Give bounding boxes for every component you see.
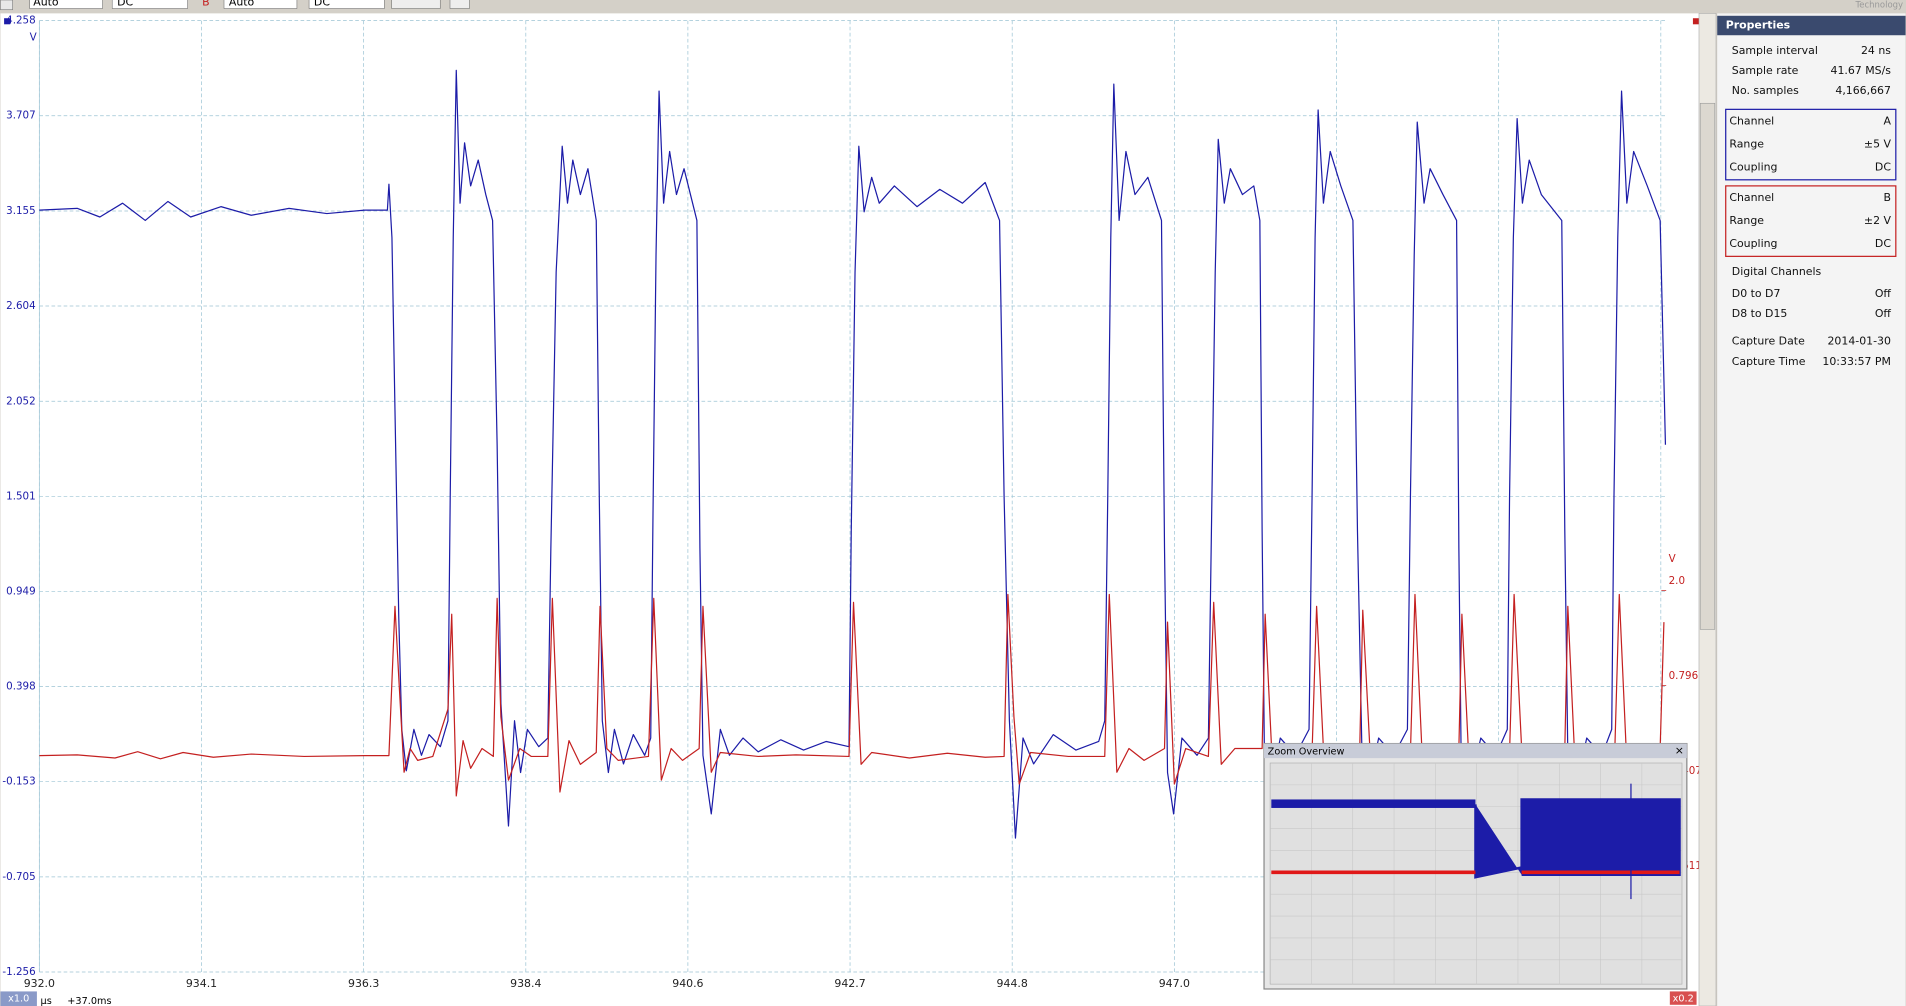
- channel-b-marker: [1692, 18, 1699, 25]
- property-value: A: [1883, 114, 1891, 127]
- property-value: ±2 V: [1864, 214, 1892, 227]
- property-value: 24 ns: [1861, 44, 1891, 57]
- x-tick-label: 938.4: [510, 977, 541, 990]
- property-label: Capture Date: [1732, 334, 1805, 347]
- x-offset: +37.0ms: [67, 996, 111, 1006]
- y-tick-label: 3.155: [6, 205, 36, 217]
- a-coupling: DC: [117, 0, 133, 8]
- y-axis-label: V: [30, 32, 37, 44]
- x-tick-label: 947.0: [1159, 977, 1190, 990]
- y-tick-label: 4.258: [6, 15, 36, 27]
- properties-list: Sample interval 24 ns Sample rate 41.67 MS/…: [1729, 44, 1891, 368]
- a-coupling-dropdown[interactable]: [111, 0, 188, 9]
- property-label: Range: [1729, 214, 1764, 227]
- x-scale: x1.0: [8, 994, 29, 1005]
- property-label: No. samples: [1732, 84, 1799, 97]
- y-tick-label: 2.052: [6, 395, 36, 407]
- x-tick-label: 940.6: [672, 977, 703, 990]
- x-unit: µs: [41, 996, 52, 1006]
- y-tick-label: -0.705: [2, 871, 35, 883]
- property-value: 4,166,667: [1835, 84, 1891, 97]
- property-value: DC: [1875, 237, 1891, 250]
- toolbar: [0, 0, 1906, 14]
- y2-tick-label: 2.0: [1669, 575, 1685, 587]
- property-label: Coupling: [1729, 161, 1777, 174]
- overview-trace-a-2: [1474, 798, 1681, 879]
- property-label: Channel: [1729, 191, 1774, 204]
- x-tick-label: 936.3: [348, 977, 379, 990]
- trigger-dropdown[interactable]: [391, 0, 441, 9]
- property-value: ±5 V: [1864, 138, 1892, 151]
- property-value: 2014-01-30: [1827, 334, 1891, 347]
- zoom: x0.2: [1673, 994, 1694, 1005]
- property-label: D8 to D15: [1732, 307, 1788, 320]
- a-range: Auto: [33, 0, 59, 8]
- zoom-overview: Zoom Overview ×: [1263, 742, 1688, 990]
- properties-header: [1717, 15, 1906, 36]
- channel-b-box: [1725, 185, 1897, 257]
- x-tick-label: 942.7: [834, 977, 865, 990]
- properties-panel: [1717, 13, 1906, 1006]
- x-tick-label: 932.0: [24, 977, 55, 990]
- scroll-thumb[interactable]: [1699, 102, 1716, 630]
- y-tick-label: 1.501: [6, 490, 36, 502]
- property-label: D0 to D7: [1732, 287, 1781, 300]
- property-value: B: [1883, 191, 1891, 204]
- property-value: Off: [1875, 287, 1892, 300]
- property-label: Channel: [1729, 114, 1774, 127]
- y-tick-label: 0.398: [6, 681, 36, 693]
- overview-close[interactable]: ×: [1675, 744, 1684, 757]
- x-tick-label: 934.1: [186, 977, 217, 990]
- digital-title: Digital Channels: [1732, 265, 1822, 278]
- a-range-dropdown[interactable]: [29, 0, 103, 9]
- channel-a-marker: [4, 18, 11, 25]
- trace-A: [39, 69, 1667, 839]
- property-label: Capture Time: [1732, 355, 1806, 368]
- property-value: Off: [1875, 307, 1892, 320]
- overview-title: Zoom Overview: [1268, 746, 1345, 757]
- overview-titlebar: [1264, 743, 1687, 759]
- y2-tick-label: 0.796: [1669, 670, 1699, 682]
- x-scale-box[interactable]: [0, 991, 37, 1006]
- property-value: DC: [1875, 161, 1891, 174]
- property-label: Sample interval: [1732, 44, 1818, 57]
- properties-title: Properties: [1726, 19, 1790, 32]
- b-range-dropdown[interactable]: [223, 0, 298, 9]
- overview-trace-a: [1271, 799, 1476, 808]
- property-label: Range: [1729, 138, 1764, 151]
- property-value: 10:33:57 PM: [1822, 355, 1891, 368]
- b-range: Auto: [229, 0, 255, 8]
- b-coupling: DC: [314, 0, 330, 8]
- b-channel: B: [202, 0, 210, 8]
- brand: Technology: [1854, 0, 1903, 10]
- b-coupling-dropdown[interactable]: [308, 0, 385, 9]
- channel-a-box: [1725, 108, 1897, 181]
- y-tick-label: 3.707: [6, 110, 36, 122]
- property-value: 41.67 MS/s: [1830, 64, 1891, 77]
- y-tick-label: -1.256: [2, 966, 35, 978]
- tool-icon[interactable]: [0, 0, 13, 11]
- y2-axis-label: V: [1669, 553, 1676, 565]
- property-label: Sample rate: [1732, 64, 1799, 77]
- zoom-box[interactable]: [1669, 991, 1697, 1005]
- y-tick-label: -0.153: [2, 776, 35, 788]
- tool-button[interactable]: [449, 0, 470, 9]
- property-label: Coupling: [1729, 237, 1777, 250]
- x-tick-label: 944.8: [997, 977, 1028, 990]
- y-tick-label: 0.949: [6, 586, 36, 598]
- y-tick-label: 2.604: [6, 300, 36, 312]
